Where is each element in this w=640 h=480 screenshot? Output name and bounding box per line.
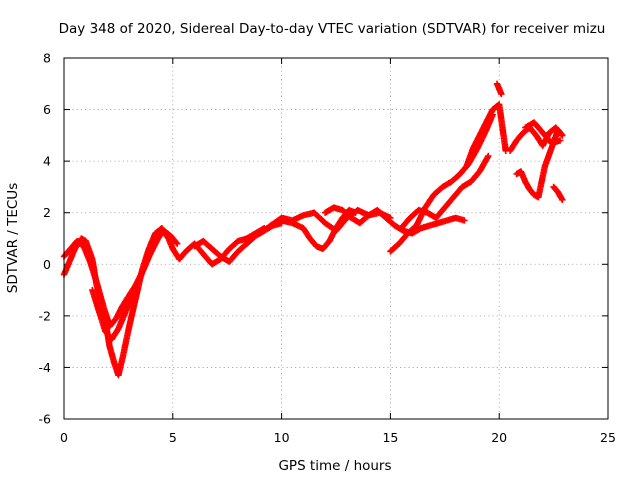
y-tick-label: 4: [43, 154, 51, 169]
chart-title: Day 348 of 2020, Sidereal Day-to-day VTE…: [59, 21, 606, 37]
series-trace-d: [169, 225, 268, 268]
x-tick-labels: 0 5 10 15 20 25: [60, 430, 616, 445]
data-point-marker: [352, 209, 359, 216]
x-tick-label: 5: [169, 430, 177, 445]
series-trace-o: [513, 127, 566, 201]
x-tick-label: 25: [600, 430, 616, 445]
series-trace-q: [550, 183, 566, 203]
series-trace-c: [89, 227, 181, 343]
plot-frame: [63, 57, 609, 420]
data-point-marker: [485, 152, 492, 160]
x-tick-label: 10: [274, 430, 290, 445]
y-tick-labels: -6 -4 -2 0 2 4 6 8: [39, 51, 52, 427]
tick-marks: [63, 57, 609, 420]
y-tick-label: -2: [39, 308, 51, 323]
data-points: [60, 80, 566, 379]
y-tick-label: 0: [43, 257, 51, 272]
series-trace-a: [60, 225, 176, 379]
y-tick-label: 2: [43, 205, 51, 220]
x-axis-label: GPS time / hours: [278, 458, 391, 474]
data-point-marker: [559, 196, 566, 203]
data-point-marker: [174, 240, 181, 247]
data-point-marker: [173, 239, 180, 246]
series-trace-j: [398, 152, 492, 232]
x-tick-label: 20: [491, 430, 507, 445]
y-tick-label: 8: [43, 51, 51, 66]
series-trace-g: [267, 206, 359, 252]
series-trace-k: [409, 214, 468, 237]
y-tick-label: -4: [39, 360, 52, 375]
data-point-marker: [556, 137, 564, 144]
series-trace-h: [321, 204, 416, 237]
data-point-marker: [498, 90, 505, 98]
x-tick-label: 0: [60, 430, 68, 445]
y-axis-label: SDTVAR / TECUs: [5, 183, 21, 293]
series-trace-p: [522, 119, 564, 147]
series-trace-l: [463, 101, 509, 170]
series-trace-m: [493, 80, 505, 98]
data-point-marker: [461, 217, 468, 224]
x-tick-label: 15: [382, 430, 398, 445]
y-tick-label: -6: [39, 412, 52, 427]
data-point-marker: [559, 132, 566, 139]
data-point-marker: [558, 131, 565, 138]
grid-lines: [64, 58, 608, 419]
y-tick-label: 6: [43, 102, 51, 117]
